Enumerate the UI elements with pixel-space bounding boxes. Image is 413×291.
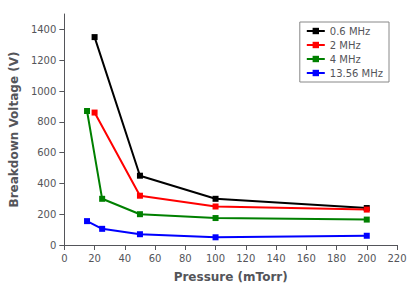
svg-text:200: 200: [37, 209, 56, 220]
svg-text:60: 60: [149, 253, 162, 264]
svg-text:Breakdown Voltage (V): Breakdown Voltage (V): [7, 52, 21, 208]
svg-text:4 MHz: 4 MHz: [330, 54, 361, 65]
svg-text:0: 0: [61, 253, 67, 264]
svg-text:800: 800: [37, 116, 56, 127]
svg-text:40: 40: [118, 253, 131, 264]
svg-text:140: 140: [266, 253, 285, 264]
svg-text:180: 180: [327, 253, 346, 264]
svg-text:1000: 1000: [31, 86, 56, 97]
svg-text:100: 100: [206, 253, 225, 264]
svg-text:Pressure (mTorr): Pressure (mTorr): [174, 270, 288, 284]
svg-text:600: 600: [37, 147, 56, 158]
svg-text:80: 80: [179, 253, 192, 264]
svg-text:13.56 MHz: 13.56 MHz: [330, 68, 383, 79]
svg-text:160: 160: [297, 253, 316, 264]
svg-text:400: 400: [37, 178, 56, 189]
svg-text:1200: 1200: [31, 55, 56, 66]
svg-text:220: 220: [387, 253, 406, 264]
svg-text:2 MHz: 2 MHz: [330, 40, 361, 51]
svg-text:0: 0: [50, 240, 56, 251]
svg-text:0.6 MHz: 0.6 MHz: [330, 26, 370, 37]
svg-text:120: 120: [236, 253, 255, 264]
svg-text:20: 20: [88, 253, 101, 264]
svg-text:1400: 1400: [31, 24, 56, 35]
svg-text:200: 200: [357, 253, 376, 264]
